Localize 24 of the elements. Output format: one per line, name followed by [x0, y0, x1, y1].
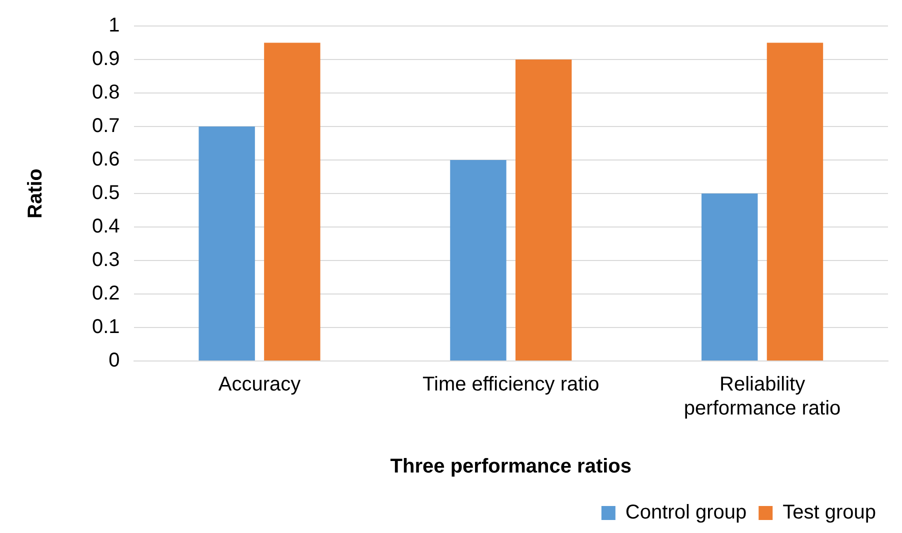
bar [450, 160, 506, 360]
bar [766, 42, 824, 360]
x-tick-label: Time efficiency ratio [422, 374, 600, 396]
y-tick-label: 0.2 [92, 282, 120, 305]
y-tick-label: 0.4 [92, 216, 120, 238]
y-tick-label: 0.5 [92, 182, 120, 204]
legend-label: Control group [625, 502, 747, 524]
bar [264, 42, 320, 360]
y-tick-label: 0.9 [92, 48, 120, 70]
bar [198, 126, 255, 360]
x-tick-label: Reliability performance ratio [684, 374, 841, 420]
y-tick-label: 0.6 [92, 148, 120, 171]
y-tick-label: 0 [108, 350, 120, 372]
y-axis-title: Ratio [24, 168, 47, 218]
y-tick-label: 0.7 [92, 115, 120, 138]
y-tick-label: 0.8 [92, 82, 120, 104]
x-axis-title: Three performance ratios [390, 456, 632, 478]
bar [702, 194, 758, 360]
x-tick-label: Accuracy [218, 374, 301, 396]
y-tick-label: 1 [108, 14, 120, 37]
y-tick-label: 0.3 [92, 249, 120, 272]
bar [515, 60, 572, 360]
legend-label: Test group [782, 502, 876, 524]
y-tick-label: 0.1 [92, 316, 120, 338]
